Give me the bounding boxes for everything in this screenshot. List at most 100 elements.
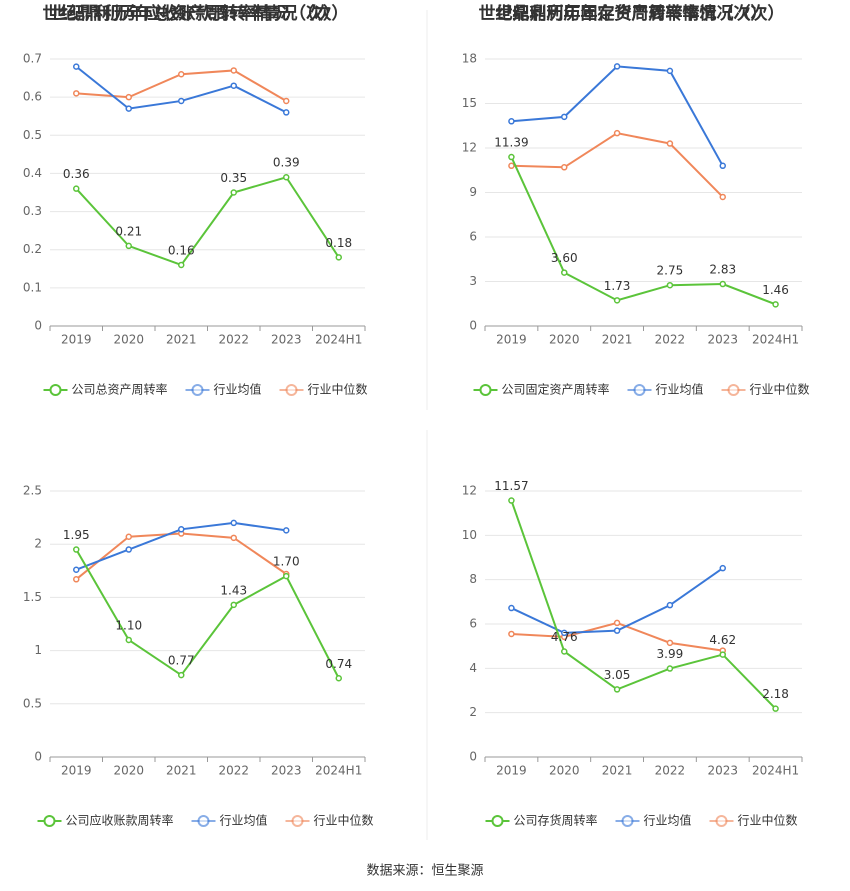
series-line: [511, 132, 724, 198]
point: [508, 118, 515, 125]
point: [230, 189, 237, 196]
point: [230, 67, 237, 74]
point: [613, 627, 621, 634]
x-tick-label: 2021: [166, 764, 197, 778]
legend-label: 公司总资产周转率: [72, 382, 168, 397]
y-tick-label: 0: [469, 319, 477, 333]
data-label: 0.18: [325, 236, 352, 250]
series-line: [511, 621, 723, 652]
point: [561, 113, 568, 121]
y-tick-label: 0.1: [23, 280, 42, 294]
y-tick-label: 9: [469, 185, 477, 199]
x-tick-label: 2021: [166, 333, 197, 347]
point: [230, 519, 237, 527]
point: [125, 242, 132, 250]
point: [178, 671, 185, 679]
chart-title: 世纪鼎利历年存货周转率情况（次）: [496, 3, 768, 24]
data-label: 2.18: [762, 687, 789, 701]
y-tick-label: 0: [469, 750, 477, 764]
y-tick-label: 0.4: [23, 166, 42, 180]
x-tick-label: 2023: [707, 333, 738, 347]
series-line: [75, 549, 340, 679]
x-tick-label: 2023: [707, 764, 738, 778]
point: [666, 281, 674, 289]
data-label: 1.95: [63, 528, 90, 542]
legend-marker: [285, 384, 298, 396]
chart-title: 世纪鼎利历年应收账款周转率情况（次）: [43, 3, 349, 24]
series-line: [75, 176, 340, 267]
x-tick-label: 2022: [655, 764, 686, 778]
legend-marker: [43, 815, 56, 827]
data-label: 0.35: [220, 171, 247, 185]
legend-marker: [291, 815, 304, 827]
point: [125, 533, 132, 541]
point: [73, 566, 80, 573]
legend-marker: [633, 384, 646, 396]
data-label: 0.74: [325, 657, 352, 671]
point: [178, 261, 185, 269]
data-label: 3.60: [551, 251, 578, 265]
point: [283, 527, 290, 534]
data-label: 0.21: [115, 224, 142, 238]
point: [283, 97, 290, 105]
point: [125, 105, 132, 112]
y-tick-label: 0.2: [23, 242, 42, 256]
point: [561, 648, 568, 655]
y-tick-label: 12: [462, 484, 477, 498]
data-label: 4.62: [709, 633, 736, 647]
y-tick-label: 1: [34, 643, 42, 657]
legend-marker: [621, 815, 634, 827]
point: [230, 601, 237, 609]
series-line: [511, 65, 724, 167]
y-tick-label: 0: [34, 319, 42, 333]
point: [666, 601, 674, 609]
point: [719, 162, 726, 170]
point: [666, 67, 674, 75]
x-tick-label: 2019: [496, 333, 527, 347]
point: [125, 636, 132, 644]
point: [230, 534, 237, 542]
point: [719, 564, 726, 572]
point: [73, 576, 80, 583]
point: [561, 629, 568, 637]
x-tick-label: 2023: [271, 764, 302, 778]
legend-marker: [197, 815, 210, 827]
y-tick-label: 0.3: [23, 204, 42, 218]
x-tick-label: 2022: [655, 333, 686, 347]
point: [613, 297, 621, 304]
y-tick-label: 0: [34, 750, 42, 764]
legend-label: 行业中位数: [750, 382, 810, 397]
point: [508, 153, 515, 161]
point: [613, 686, 621, 693]
legend-label: 行业均值: [220, 813, 268, 828]
legend-marker: [727, 384, 740, 396]
legend-label: 行业均值: [656, 382, 704, 397]
point: [73, 90, 80, 97]
point: [613, 129, 621, 137]
y-tick-label: 10: [462, 528, 477, 542]
data-label: 3.05: [604, 668, 631, 682]
point: [772, 705, 779, 712]
x-tick-label: 2023: [271, 333, 302, 347]
y-tick-label: 0.6: [23, 90, 42, 104]
legend-marker: [49, 384, 62, 396]
y-tick-label: 0.7: [23, 52, 42, 66]
point: [772, 301, 779, 308]
point: [178, 526, 185, 533]
point: [230, 82, 237, 89]
x-tick-label: 2019: [61, 764, 92, 778]
x-tick-label: 2020: [113, 764, 144, 778]
x-tick-label: 2020: [549, 764, 580, 778]
y-tick-label: 6: [469, 617, 477, 631]
y-tick-label: 15: [462, 96, 477, 110]
legend-marker: [191, 384, 204, 396]
series-line: [510, 500, 777, 710]
data-label: 1.43: [220, 583, 247, 597]
legend-marker: [491, 815, 504, 827]
legend-label: 行业中位数: [314, 813, 374, 828]
y-tick-label: 18: [462, 52, 477, 66]
legend-label: 行业中位数: [308, 382, 368, 397]
point: [666, 639, 674, 647]
point: [561, 269, 568, 276]
y-tick-label: 8: [469, 572, 477, 586]
